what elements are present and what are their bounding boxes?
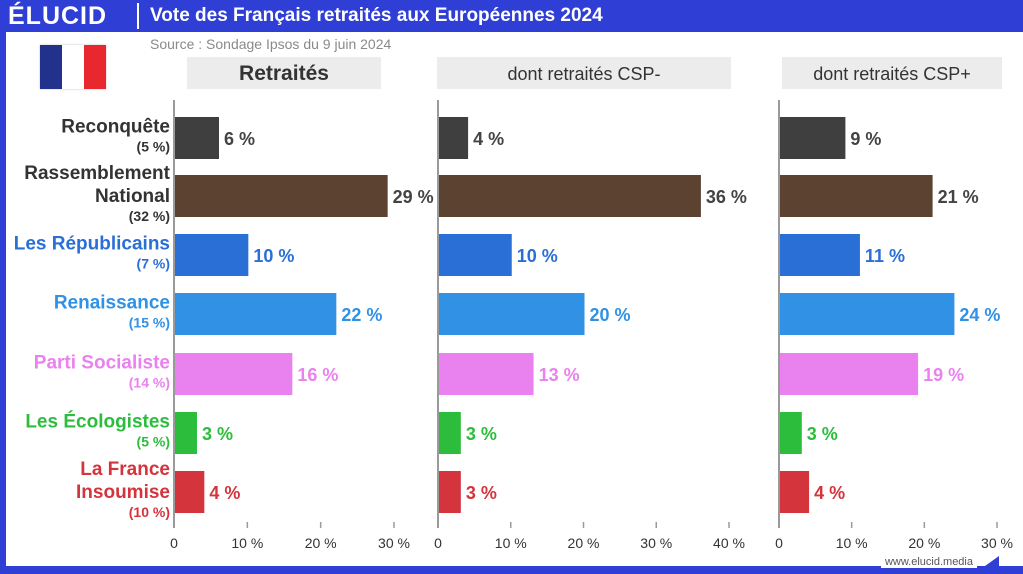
source-note: Source : Sondage Ipsos du 9 juin 2024 — [150, 36, 392, 52]
bar — [439, 175, 701, 217]
category-label: Insoumise — [76, 482, 170, 503]
x-tick-label: 20 % — [908, 535, 940, 551]
category-label: La France — [80, 459, 170, 480]
bar — [175, 353, 293, 395]
bar-value-label: 19 % — [923, 365, 964, 385]
bar-value-label: 13 % — [539, 365, 580, 385]
bar-value-label: 4 % — [814, 483, 845, 503]
panel-header-bg — [782, 57, 1002, 89]
brand-logo: ÉLUCID — [8, 2, 108, 30]
x-tick-label: 10 % — [495, 535, 527, 551]
bar — [780, 293, 955, 335]
panel-header-bg — [187, 57, 381, 89]
bar — [175, 175, 388, 217]
bar — [439, 117, 469, 159]
x-tick-label: 40 % — [713, 535, 745, 551]
brand-separator — [137, 3, 139, 29]
bar — [175, 117, 219, 159]
category-label: Rassemblement — [24, 163, 170, 184]
category-previous-score: (7 %) — [137, 256, 170, 272]
x-tick-label: 30 % — [378, 535, 410, 551]
bar-value-label: 22 % — [341, 305, 382, 325]
category-previous-score: (5 %) — [137, 434, 170, 450]
x-tick-label: 0 — [434, 535, 442, 551]
bar — [175, 471, 205, 513]
frame-left-border — [0, 0, 6, 574]
footer-logo-icon — [985, 556, 999, 566]
bar-value-label: 10 % — [517, 246, 558, 266]
bar-value-label: 11 % — [865, 246, 905, 266]
bar-value-label: 3 % — [466, 424, 497, 444]
bar-value-label: 9 % — [850, 129, 881, 149]
bar-value-label: 4 % — [209, 483, 240, 503]
bar-value-label: 21 % — [938, 187, 979, 207]
category-previous-score: (15 %) — [129, 315, 170, 331]
x-tick-label: 20 % — [305, 535, 337, 551]
category-label: Les Républicains — [14, 234, 170, 255]
bar — [780, 175, 933, 217]
category-previous-score: (5 %) — [137, 139, 170, 155]
category-label: Parti Socialiste — [34, 353, 170, 374]
bar — [780, 117, 846, 159]
x-tick-label: 10 % — [231, 535, 263, 551]
bar — [780, 412, 802, 454]
category-previous-score: (10 %) — [129, 504, 170, 520]
footer-url: www.elucid.media — [880, 556, 977, 568]
bar — [780, 471, 810, 513]
bar — [439, 412, 461, 454]
header-bar — [0, 0, 1023, 32]
panel-title: Retraités — [239, 62, 329, 85]
category-label: Renaissance — [54, 293, 170, 314]
bar-value-label: 24 % — [959, 305, 1000, 325]
bar — [439, 353, 534, 395]
french-flag-icon — [40, 45, 106, 89]
bar-value-label: 3 % — [466, 483, 497, 503]
x-tick-label: 0 — [775, 535, 783, 551]
x-tick-label: 20 % — [568, 535, 600, 551]
x-tick-label: 30 % — [640, 535, 672, 551]
panel-header-bg — [437, 57, 731, 89]
category-label: Les Écologistes — [25, 411, 170, 433]
page-title: Vote des Français retraités aux Européen… — [150, 5, 603, 26]
bar — [780, 353, 919, 395]
bar-value-label: 16 % — [297, 365, 338, 385]
bar — [175, 412, 197, 454]
bar — [439, 471, 461, 513]
bar-value-label: 36 % — [706, 187, 747, 207]
bar — [175, 234, 249, 276]
bar — [175, 293, 337, 335]
x-tick-label: 10 % — [836, 535, 868, 551]
bar-value-label: 10 % — [253, 246, 294, 266]
bar — [439, 234, 512, 276]
panel-title: dont retraités CSP+ — [813, 64, 971, 84]
bar-value-label: 20 % — [590, 305, 631, 325]
bar-value-label: 4 % — [473, 129, 504, 149]
bar-value-label: 3 % — [807, 424, 838, 444]
bar-value-label: 3 % — [202, 424, 233, 444]
bar — [780, 234, 860, 276]
category-previous-score: (14 %) — [129, 375, 170, 391]
bar — [439, 293, 585, 335]
category-previous-score: (32 %) — [129, 208, 170, 224]
bar-value-label: 6 % — [224, 129, 255, 149]
category-label: Reconquête — [61, 117, 170, 138]
footer-bar — [0, 566, 1023, 574]
x-tick-label: 30 % — [981, 535, 1013, 551]
category-label: National — [95, 186, 170, 207]
x-tick-label: 0 — [170, 535, 178, 551]
bar-value-label: 29 % — [393, 187, 434, 207]
panel-title: dont retraités CSP- — [507, 64, 660, 84]
